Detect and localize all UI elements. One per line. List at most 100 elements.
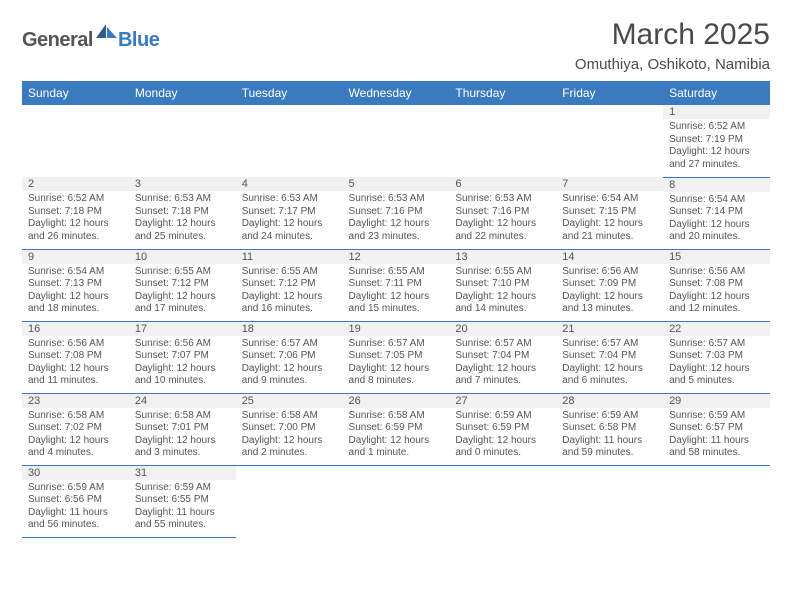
day-header: Thursday: [449, 81, 556, 105]
day-number: 18: [236, 322, 343, 336]
sunrise-text: Sunrise: 6:57 AM: [455, 338, 550, 351]
daylight-text: Daylight: 12 hours and 27 minutes.: [669, 146, 764, 171]
sunset-text: Sunset: 7:10 PM: [455, 278, 550, 291]
day-details: Sunrise: 6:59 AMSunset: 6:56 PMDaylight:…: [22, 480, 129, 535]
sunrise-text: Sunrise: 6:55 AM: [455, 266, 550, 279]
calendar-week-row: 1Sunrise: 6:52 AMSunset: 7:19 PMDaylight…: [22, 105, 770, 177]
day-number: 10: [129, 250, 236, 264]
daynum-empty: [556, 105, 663, 119]
title-block: March 2025 Omuthiya, Oshikoto, Namibia: [575, 18, 770, 73]
calendar-cell: 25Sunrise: 6:58 AMSunset: 7:00 PMDayligh…: [236, 393, 343, 465]
sunset-text: Sunset: 7:17 PM: [242, 206, 337, 219]
daylight-text: Daylight: 12 hours and 5 minutes.: [669, 363, 764, 388]
daylight-text: Daylight: 12 hours and 11 minutes.: [28, 363, 123, 388]
daylight-text: Daylight: 12 hours and 15 minutes.: [349, 291, 444, 316]
calendar-cell: 17Sunrise: 6:56 AMSunset: 7:07 PMDayligh…: [129, 321, 236, 393]
day-details: Sunrise: 6:58 AMSunset: 7:02 PMDaylight:…: [22, 408, 129, 463]
sunset-text: Sunset: 7:16 PM: [455, 206, 550, 219]
calendar-cell: 26Sunrise: 6:58 AMSunset: 6:59 PMDayligh…: [343, 393, 450, 465]
calendar-cell: 11Sunrise: 6:55 AMSunset: 7:12 PMDayligh…: [236, 249, 343, 321]
daylight-text: Daylight: 11 hours and 55 minutes.: [135, 507, 230, 532]
calendar-cell: 20Sunrise: 6:57 AMSunset: 7:04 PMDayligh…: [449, 321, 556, 393]
daylight-text: Daylight: 12 hours and 22 minutes.: [455, 218, 550, 243]
sunrise-text: Sunrise: 6:59 AM: [669, 410, 764, 423]
daylight-text: Daylight: 12 hours and 0 minutes.: [455, 435, 550, 460]
day-number: 8: [663, 178, 770, 192]
sunset-text: Sunset: 7:09 PM: [562, 278, 657, 291]
sunrise-text: Sunrise: 6:57 AM: [669, 338, 764, 351]
calendar-cell: 14 Sunrise: 6:56 AMSunset: 7:09 PMDayligh…: [556, 249, 663, 321]
sunrise-text: Sunrise: 6:56 AM: [562, 266, 657, 279]
calendar-cell: 28Sunrise: 6:59 AMSunset: 6:58 PMDayligh…: [556, 393, 663, 465]
sunrise-text: Sunrise: 6:52 AM: [669, 121, 764, 134]
day-details: Sunrise: 6:57 AMSunset: 7:04 PMDaylight:…: [556, 336, 663, 391]
sunrise-text: Sunrise: 6:53 AM: [455, 193, 550, 206]
day-details: Sunrise: 6:56 AMSunset: 7:08 PMDaylight:…: [663, 264, 770, 319]
daylight-text: Daylight: 12 hours and 23 minutes.: [349, 218, 444, 243]
sunset-text: Sunset: 7:00 PM: [242, 422, 337, 435]
calendar-cell: 12 Sunrise: 6:55 AMSunset: 7:11 PMDayligh…: [343, 249, 450, 321]
sunrise-text: Sunrise: 6:58 AM: [28, 410, 123, 423]
calendar-cell: 19Sunrise: 6:57 AMSunset: 7:05 PMDayligh…: [343, 321, 450, 393]
sunrise-text: Sunrise: 6:53 AM: [349, 193, 444, 206]
daylight-text: Daylight: 12 hours and 25 minutes.: [135, 218, 230, 243]
day-details: Sunrise: 6:56 AMSunset: 7:07 PMDaylight:…: [129, 336, 236, 391]
sunrise-text: Sunrise: 6:55 AM: [349, 266, 444, 279]
day-number: 23: [22, 394, 129, 408]
sunset-text: Sunset: 6:56 PM: [28, 494, 123, 507]
sunset-text: Sunset: 7:02 PM: [28, 422, 123, 435]
sunset-text: Sunset: 7:11 PM: [349, 278, 444, 291]
day-number: 30: [22, 466, 129, 480]
daylight-text: Daylight: 11 hours and 59 minutes.: [562, 435, 657, 460]
calendar-cell: 1Sunrise: 6:52 AMSunset: 7:19 PMDaylight…: [663, 105, 770, 177]
daylight-text: Daylight: 12 hours and 8 minutes.: [349, 363, 444, 388]
calendar-cell: 10Sunrise: 6:55 AMSunset: 7:12 PMDayligh…: [129, 249, 236, 321]
sunrise-text: Sunrise: 6:54 AM: [28, 266, 123, 279]
calendar-cell: 4Sunrise: 6:53 AMSunset: 7:17 PMDaylight…: [236, 177, 343, 249]
calendar-cell: 31Sunrise: 6:59 AMSunset: 6:55 PMDayligh…: [129, 465, 236, 537]
sunset-text: Sunset: 7:03 PM: [669, 350, 764, 363]
day-number: 27: [449, 394, 556, 408]
day-details: Sunrise: 6:57 AMSunset: 7:03 PMDaylight:…: [663, 336, 770, 391]
daynum-empty: [449, 105, 556, 119]
sunrise-text: Sunrise: 6:56 AM: [135, 338, 230, 351]
sunrise-text: Sunrise: 6:57 AM: [242, 338, 337, 351]
daylight-text: Daylight: 12 hours and 12 minutes.: [669, 291, 764, 316]
daylight-text: Daylight: 12 hours and 21 minutes.: [562, 218, 657, 243]
day-number: 7: [556, 177, 663, 191]
day-number: 5: [343, 177, 450, 191]
day-header: Wednesday: [343, 81, 450, 105]
day-number: 28: [556, 394, 663, 408]
sunrise-text: Sunrise: 6:54 AM: [669, 194, 764, 207]
sunrise-text: Sunrise: 6:53 AM: [242, 193, 337, 206]
sunrise-text: Sunrise: 6:58 AM: [135, 410, 230, 423]
daylight-text: Daylight: 12 hours and 16 minutes.: [242, 291, 337, 316]
daylight-text: Daylight: 12 hours and 13 minutes.: [562, 291, 657, 316]
day-number: 21: [556, 322, 663, 336]
sunrise-text: Sunrise: 6:55 AM: [135, 266, 230, 279]
daynum-empty: [236, 105, 343, 119]
sunset-text: Sunset: 7:12 PM: [242, 278, 337, 291]
daylight-text: Daylight: 12 hours and 18 minutes.: [28, 291, 123, 316]
daylight-text: Daylight: 12 hours and 26 minutes.: [28, 218, 123, 243]
calendar-cell: [22, 105, 129, 177]
day-number: 12: [343, 250, 450, 264]
sunrise-text: Sunrise: 6:57 AM: [562, 338, 657, 351]
calendar-week-row: 9Sunrise: 6:54 AMSunset: 7:13 PMDaylight…: [22, 249, 770, 321]
day-number: 22: [663, 322, 770, 336]
day-details: Sunrise: 6:58 AMSunset: 7:00 PMDaylight:…: [236, 408, 343, 463]
calendar-table: Sunday Monday Tuesday Wednesday Thursday…: [22, 81, 770, 538]
sunrise-text: Sunrise: 6:52 AM: [28, 193, 123, 206]
sunset-text: Sunset: 7:14 PM: [669, 206, 764, 219]
sail-icon: [96, 24, 118, 47]
sunset-text: Sunset: 7:13 PM: [28, 278, 123, 291]
day-number: 17: [129, 322, 236, 336]
day-number: 3: [129, 177, 236, 191]
daylight-text: Daylight: 12 hours and 17 minutes.: [135, 291, 230, 316]
day-details: Sunrise: 6:57 AMSunset: 7:06 PMDaylight:…: [236, 336, 343, 391]
day-details: Sunrise: 6:57 AMSunset: 7:04 PMDaylight:…: [449, 336, 556, 391]
sunset-text: Sunset: 7:16 PM: [349, 206, 444, 219]
day-number: 14: [556, 250, 663, 264]
calendar-cell: [663, 465, 770, 537]
daynum-empty: [343, 105, 450, 119]
